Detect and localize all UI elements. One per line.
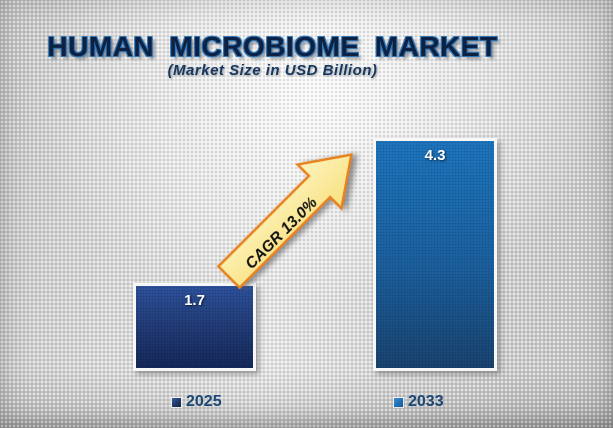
cagr-label: CAGR 13.0% bbox=[242, 194, 321, 273]
bar-2025: 1.7 bbox=[133, 283, 256, 371]
legend-item-2025: 2025 bbox=[172, 393, 222, 411]
chart-title: HUMAN MICROBIOME MARKET bbox=[47, 31, 498, 62]
legend-label-2025: 2025 bbox=[186, 393, 222, 410]
legend-swatch-2025 bbox=[172, 397, 181, 407]
legend-item-2033: 2033 bbox=[394, 393, 444, 411]
cagr-arrow-shape bbox=[216, 153, 353, 290]
bar-2025-value-label: 1.7 bbox=[184, 292, 205, 309]
bar-2033-value-label: 4.3 bbox=[424, 147, 446, 164]
legend-label-2033: 2033 bbox=[408, 393, 444, 410]
chart-subtitle: (Market Size in USD Billion) bbox=[167, 62, 378, 79]
bar-2033: 4.3 bbox=[373, 138, 497, 371]
legend-swatch-2033 bbox=[394, 397, 403, 407]
